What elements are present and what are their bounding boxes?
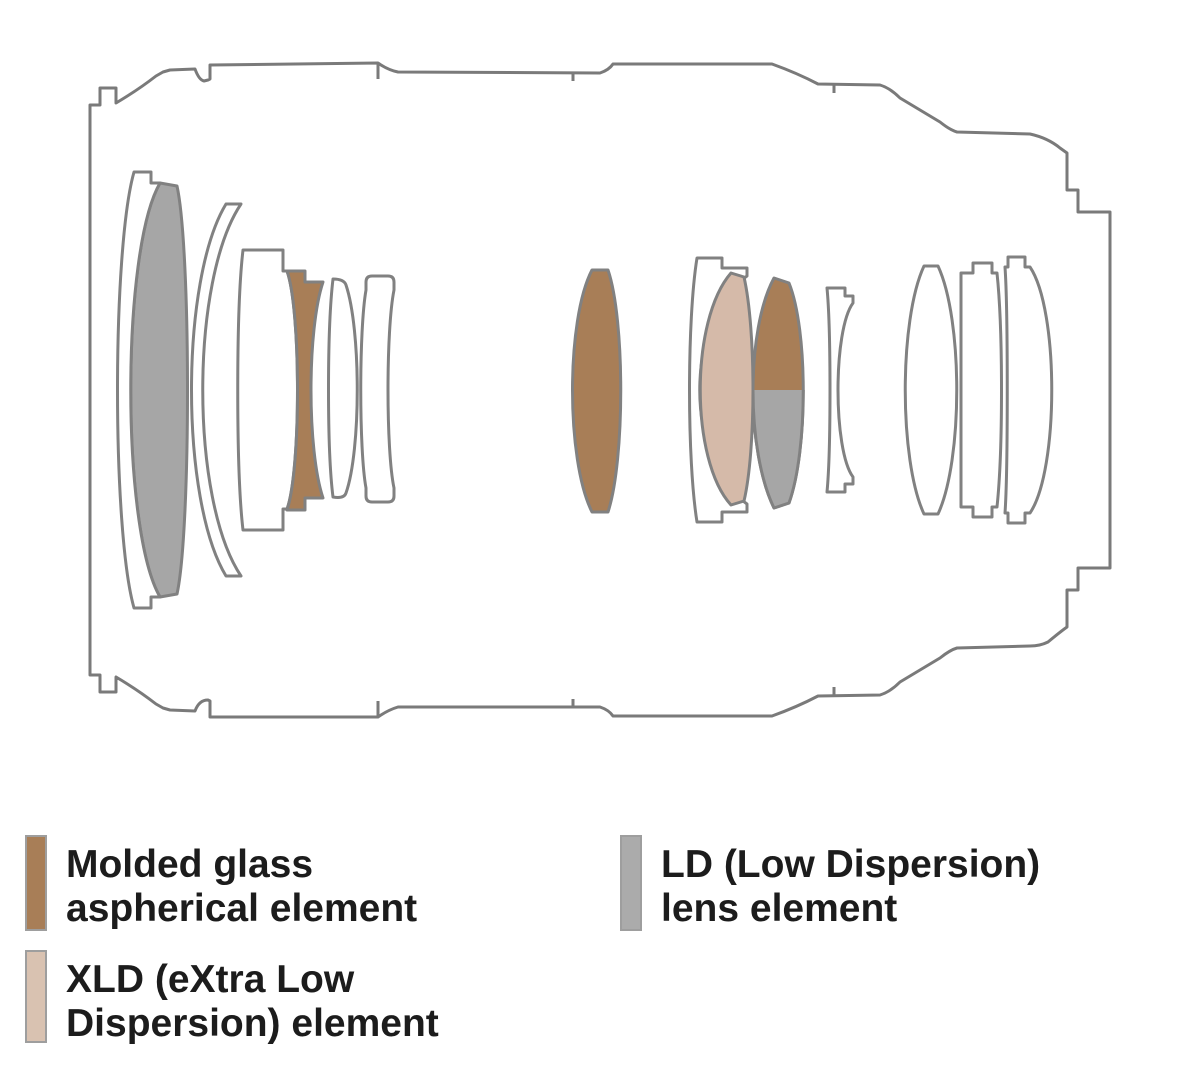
ld-label-line2: lens element — [661, 887, 898, 930]
aspherical-color-swatch — [25, 835, 47, 931]
lens-element-7 — [359, 274, 396, 504]
ld-label-line1: LD (Low Dispersion) — [661, 843, 1041, 886]
lens-element-15 — [1003, 255, 1054, 525]
lens-element-aspherical-1 — [285, 269, 325, 512]
lens-element-12 — [825, 286, 855, 494]
lens-diagram-svg — [88, 61, 1112, 719]
aspherical-label-line1: Molded glass — [66, 843, 314, 886]
lens-element-hybrid-bottom-ld — [751, 390, 805, 510]
lens-element-13 — [903, 264, 959, 516]
lens-element-meniscus-2 — [190, 202, 243, 578]
aspherical-label-line2: aspherical element — [66, 887, 418, 930]
lens-element-aspherical-2 — [571, 268, 623, 514]
xld-color-swatch — [25, 950, 47, 1043]
barrel-tick-marks — [376, 64, 836, 716]
lens-element-4 — [236, 248, 299, 532]
ld-color-swatch — [620, 835, 642, 931]
lens-cross-section-diagram — [88, 61, 1112, 719]
lens-element-6 — [327, 277, 359, 499]
xld-label-line1: XLD (eXtra Low — [66, 958, 355, 1001]
lens-element-xld — [698, 271, 755, 507]
xld-label-line2: Dispersion) element — [66, 1002, 439, 1045]
lens-element-front-meniscus — [116, 170, 162, 610]
lens-element-14 — [959, 261, 1003, 519]
lens-barrel-outline — [88, 61, 1112, 719]
